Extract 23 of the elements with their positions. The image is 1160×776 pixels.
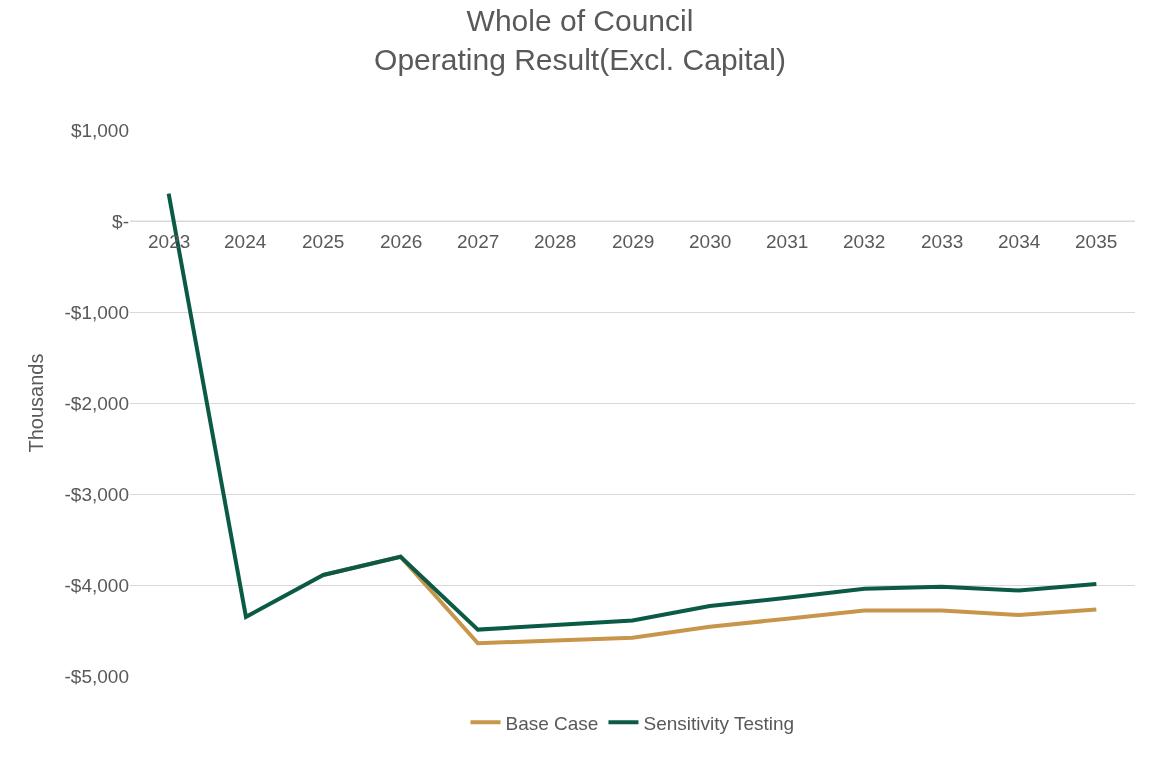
x-tick-label: 2026 [380, 231, 423, 252]
x-tick-label: 2033 [921, 231, 964, 252]
x-tick-label: 2031 [766, 231, 809, 252]
x-tick-label: 2029 [612, 231, 655, 252]
y-tick-label: -$3,000 [64, 483, 129, 505]
y-tick-label: $- [112, 210, 129, 232]
x-tick-label: 2028 [534, 231, 577, 252]
x-tick-label: 2035 [1075, 231, 1118, 252]
legend-label: Sensitivity Testing [643, 712, 795, 734]
y-tick-label: -$4,000 [64, 574, 129, 596]
x-tick-label: 2032 [843, 231, 886, 252]
x-tick-label: 2027 [457, 231, 500, 252]
y-axis-title: Thousands [25, 353, 48, 453]
x-tick-label: 2030 [689, 231, 732, 252]
y-tick-label: -$5,000 [64, 665, 129, 687]
x-tick-label: 2034 [998, 231, 1041, 252]
y-tick-label: -$1,000 [64, 301, 129, 323]
chart-title: Whole of Council Operating Result(Excl. Capital) [374, 4, 786, 77]
x-tick-label: 2025 [302, 231, 345, 252]
legend-label: Base Case [505, 712, 599, 734]
x-tick-label: 2024 [224, 231, 267, 252]
y-tick-label: -$2,000 [64, 392, 129, 414]
y-tick-label: $1,000 [70, 119, 129, 141]
